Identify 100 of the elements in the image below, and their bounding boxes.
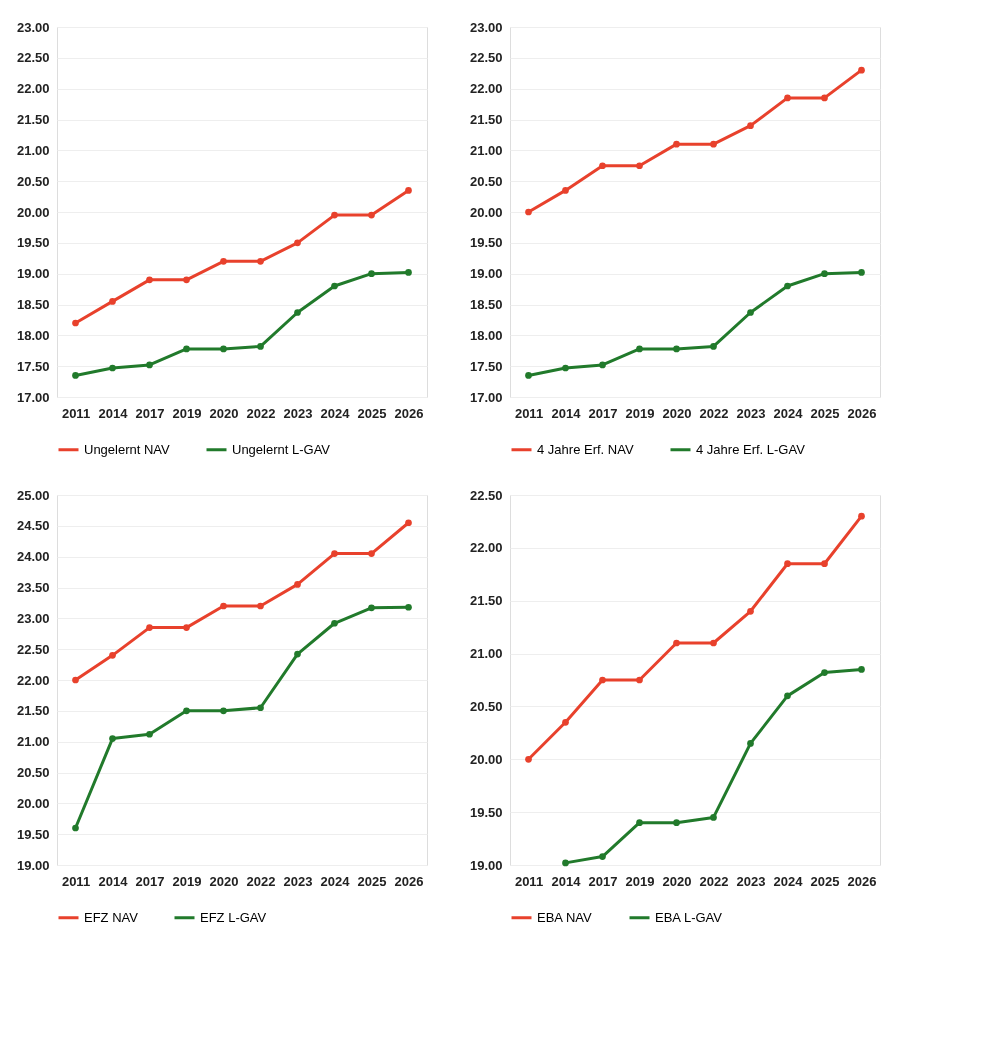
point: [109, 651, 116, 659]
x-tick-label: 2026: [394, 873, 424, 889]
x-tick-label: 2025: [810, 873, 840, 889]
x-tick-label: 2024: [773, 873, 804, 889]
point: [331, 550, 338, 557]
y-tick-label: 21.00: [469, 646, 503, 662]
x-tick-label: 2019: [625, 873, 655, 889]
y-tick-label: 21.00: [469, 142, 503, 158]
y-tick-label: 21.50: [16, 703, 50, 719]
legend-label: 4 Jahre Erf. L-GAV: [696, 441, 806, 457]
y-tick-label: 19.50: [16, 235, 50, 251]
point: [636, 345, 643, 353]
point: [405, 603, 412, 611]
point: [784, 692, 791, 700]
x-tick-label: 2020: [662, 873, 692, 889]
x-tick-label: 2020: [209, 873, 239, 889]
point: [257, 343, 264, 350]
x-tick-label: 2017: [588, 873, 618, 889]
y-tick-label: 20.50: [469, 173, 503, 189]
x-tick-label: 2023: [736, 405, 766, 421]
point: [562, 364, 569, 372]
point: [257, 257, 264, 265]
x-tick-label: 2019: [172, 405, 202, 421]
point: [183, 276, 190, 284]
x-tick-label: 2026: [847, 405, 877, 421]
point: [562, 718, 569, 726]
point: [784, 560, 791, 568]
x-tick-label: 2014: [98, 873, 129, 889]
x-tick-label: 2014: [551, 405, 582, 421]
y-tick-label: 19.00: [16, 266, 50, 282]
point: [858, 66, 865, 74]
y-tick-label: 22.50: [16, 50, 50, 66]
y-tick-label: 23.00: [469, 19, 503, 35]
x-tick-label: 2023: [736, 873, 766, 889]
legend-label: EBA NAV: [537, 909, 592, 925]
legend-label: EFZ NAV: [84, 909, 139, 925]
point: [599, 676, 606, 684]
y-tick-label: 24.00: [16, 549, 50, 565]
x-tick-label: 2017: [135, 405, 165, 421]
point: [710, 140, 717, 148]
point: [294, 581, 301, 588]
point: [821, 560, 828, 568]
point: [784, 282, 791, 290]
x-tick-label: 2022: [699, 405, 729, 421]
point: [858, 269, 865, 276]
x-tick-label: 2026: [847, 873, 877, 889]
point: [146, 730, 153, 738]
point: [636, 819, 643, 827]
point: [858, 512, 865, 520]
y-tick-label: 18.00: [469, 327, 503, 343]
x-tick-label: 2014: [551, 873, 582, 889]
x-tick-label: 2026: [394, 405, 424, 421]
point: [858, 666, 865, 673]
y-tick-label: 22.00: [16, 672, 50, 688]
point: [109, 735, 116, 742]
y-tick-label: 23.00: [16, 19, 50, 35]
point: [636, 676, 643, 684]
point: [673, 345, 680, 353]
point: [747, 122, 754, 130]
legend-label: EBA L-GAV: [655, 909, 723, 925]
y-tick-label: 20.00: [469, 204, 503, 220]
point: [183, 624, 190, 631]
x-tick-label: 2022: [246, 405, 276, 421]
y-tick-label: 23.50: [16, 580, 50, 595]
y-tick-label: 19.00: [469, 266, 503, 282]
x-tick-label: 2024: [773, 405, 804, 421]
point: [673, 819, 680, 827]
y-tick-label: 19.00: [16, 857, 50, 873]
point: [673, 140, 680, 148]
y-tick-label: 17.00: [469, 389, 503, 405]
point: [331, 619, 338, 627]
y-tick-label: 22.50: [469, 50, 503, 66]
point: [109, 298, 116, 305]
point: [784, 94, 791, 102]
point: [821, 94, 828, 102]
point: [257, 602, 264, 610]
point: [368, 211, 375, 219]
point: [525, 208, 532, 216]
x-tick-label: 2022: [246, 873, 276, 889]
y-tick-label: 20.00: [469, 751, 503, 767]
point: [294, 650, 301, 658]
point: [747, 309, 754, 316]
y-tick-label: 23.00: [16, 610, 50, 626]
point: [405, 269, 412, 276]
legend-label: EFZ L-GAV: [200, 909, 267, 925]
point: [331, 282, 338, 290]
y-tick-label: 22.00: [469, 540, 503, 556]
point: [109, 364, 116, 372]
point: [599, 853, 606, 860]
y-tick-label: 25.00: [16, 487, 50, 503]
point: [220, 345, 227, 353]
point: [72, 824, 79, 832]
y-tick-label: 21.50: [469, 593, 503, 609]
x-tick-label: 2022: [699, 873, 729, 889]
point: [368, 550, 375, 557]
point: [72, 319, 79, 327]
x-tick-label: 2011: [514, 873, 544, 889]
point: [710, 639, 717, 647]
y-tick-label: 17.50: [469, 358, 503, 374]
y-tick-label: 20.00: [16, 795, 50, 811]
